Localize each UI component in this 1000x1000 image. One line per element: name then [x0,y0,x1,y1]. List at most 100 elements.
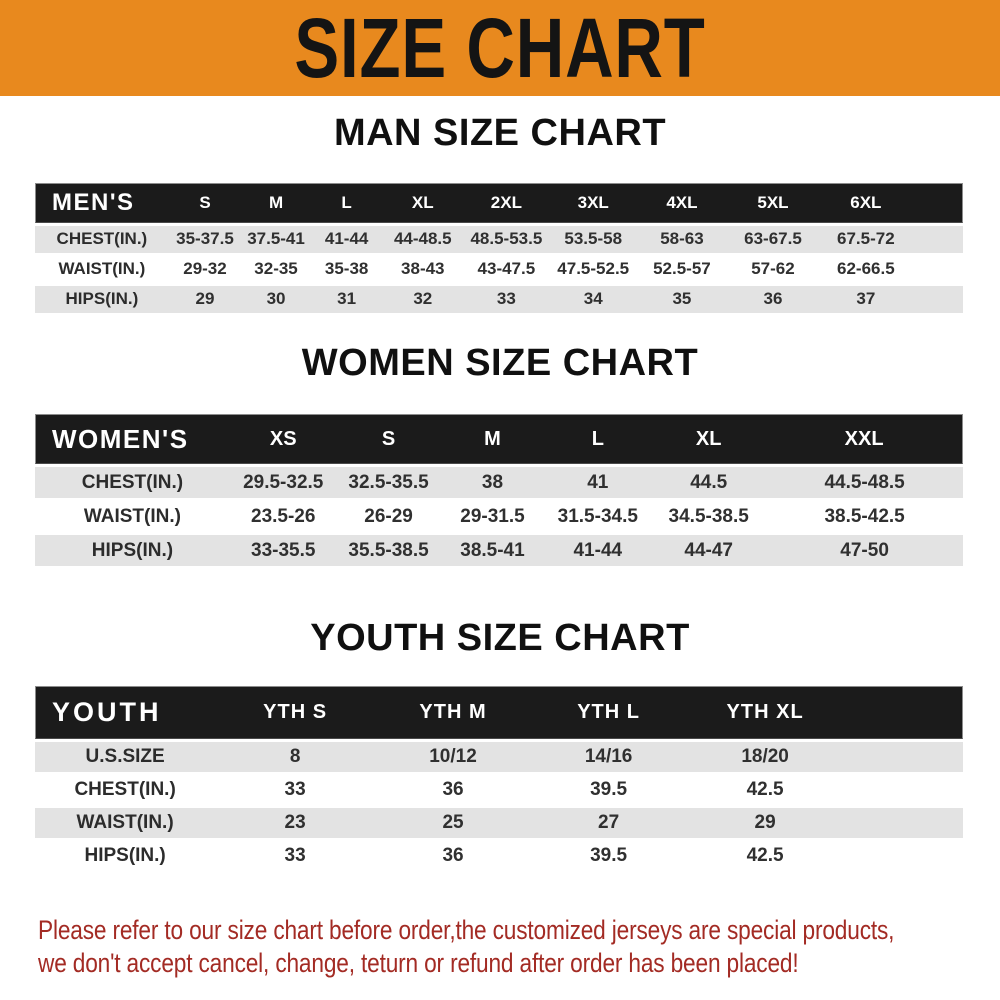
size-column-header: YTH XL [686,686,845,740]
row-spacer [844,742,963,773]
size-column-header: L [310,182,383,223]
table-row: HIPS(IN.) 33 36 39.5 42.5 [35,841,963,872]
size-value-cell: 47.5-52.5 [549,255,637,283]
table-row: CHEST(IN.) 33 36 39.5 42.5 [35,775,963,806]
size-value-cell: 35-38 [310,255,383,283]
size-column-header: YTH S [215,686,375,740]
size-column-header: YTH L [531,686,687,740]
size-value-cell: 29-32 [168,255,242,283]
size-value-cell: 41-44 [310,225,383,253]
size-column-header: 3XL [549,182,637,223]
size-value-cell: 33 [463,285,550,313]
size-value-cell: 63-67.5 [726,225,819,253]
size-value-cell: 42.5 [686,841,845,872]
row-label: HIPS(IN.) [35,535,230,567]
header-spacer [912,182,963,223]
table-row: WAIST(IN.) 23 25 27 29 [35,808,963,839]
size-value-cell: 41 [544,467,652,499]
table-row: U.S.SIZE 8 10/12 14/16 18/20 [35,742,963,773]
section-women: WOMEN SIZE CHART WOMEN'S XS S M L XL XXL CHEST(… [0,342,1000,570]
row-label: CHEST(IN.) [35,775,216,806]
order-notice: Please refer to our size chart before or… [38,914,1000,980]
table-header-row: MEN'S S M L XL 2XL 3XL 4XL 5XL 6XL [35,182,963,223]
size-column-header: XS [229,414,337,465]
size-value-cell: 27 [531,808,687,839]
section-men: MAN SIZE CHART MEN'S S M L XL 2XL 3XL 4XL 5XL 6XL… [0,112,1000,316]
size-column-header: M [241,182,311,223]
size-value-cell: 42.5 [686,775,845,806]
size-value-cell: 36 [374,775,532,806]
size-value-cell: 48.5-53.5 [463,225,550,253]
table-row: WAIST(IN.) 29-32 32-35 35-38 38-43 43-47.5 47.… [35,255,963,283]
row-label: WAIST(IN.) [35,255,169,283]
header-spacer [844,686,963,740]
size-column-header: 2XL [463,182,550,223]
table-group-label: WOMEN'S [35,414,230,465]
size-column-header: L [544,414,652,465]
size-value-cell: 26-29 [336,501,441,533]
row-spacer [912,255,963,283]
size-column-header: XL [382,182,464,223]
size-value-cell: 33 [215,841,375,872]
size-value-cell: 36 [374,841,532,872]
row-label: HIPS(IN.) [35,285,169,313]
table-group-label: YOUTH [35,686,216,740]
size-column-header: M [440,414,545,465]
size-chart-banner: SIZE CHART [0,0,1000,96]
table-row: CHEST(IN.) 29.5-32.5 32.5-35.5 38 41 44.5 44.5… [35,467,963,499]
size-value-cell: 14/16 [531,742,687,773]
size-value-cell: 29 [168,285,242,313]
size-value-cell: 34.5-38.5 [651,501,767,533]
size-value-cell: 31.5-34.5 [544,501,652,533]
size-value-cell: 53.5-58 [549,225,637,253]
size-value-cell: 44.5-48.5 [766,467,963,499]
size-value-cell: 10/12 [374,742,532,773]
row-label: CHEST(IN.) [35,467,230,499]
row-label: HIPS(IN.) [35,841,216,872]
size-column-header: YTH M [374,686,532,740]
size-value-cell: 35.5-38.5 [336,535,441,567]
size-column-header: XL [651,414,767,465]
row-spacer [844,808,963,839]
size-value-cell: 47-50 [766,535,963,567]
table-header-row: WOMEN'S XS S M L XL XXL [35,414,963,465]
size-value-cell: 38-43 [382,255,464,283]
size-column-header: 5XL [726,182,819,223]
size-value-cell: 23.5-26 [229,501,337,533]
youth-size-table: YOUTH YTH S YTH M YTH L YTH XL U.S.SIZE 8 10/12… [35,683,963,874]
size-value-cell: 32.5-35.5 [336,467,441,499]
size-value-cell: 35-37.5 [168,225,242,253]
section-youth: YOUTH SIZE CHART YOUTH YTH S YTH M YTH L YTH… [0,617,1000,874]
size-value-cell: 39.5 [531,841,687,872]
table-group-label: MEN'S [35,182,169,223]
row-label: WAIST(IN.) [35,808,216,839]
size-value-cell: 35 [636,285,727,313]
size-value-cell: 58-63 [636,225,727,253]
size-value-cell: 29 [686,808,845,839]
notice-line-2: we don't accept cancel, change, teturn o… [38,948,799,979]
size-value-cell: 25 [374,808,532,839]
row-label: WAIST(IN.) [35,501,230,533]
size-value-cell: 41-44 [544,535,652,567]
women-section-heading: WOMEN SIZE CHART [301,341,699,384]
banner-title: SIZE CHART [294,1,706,95]
size-value-cell: 44-47 [651,535,767,567]
size-value-cell: 32 [382,285,464,313]
size-value-cell: 8 [215,742,375,773]
size-value-cell: 62-66.5 [818,255,913,283]
size-column-header: 4XL [636,182,727,223]
size-value-cell: 33-35.5 [229,535,337,567]
row-label: CHEST(IN.) [35,225,169,253]
size-value-cell: 43-47.5 [463,255,550,283]
size-value-cell: 37.5-41 [241,225,311,253]
size-value-cell: 29.5-32.5 [229,467,337,499]
size-value-cell: 52.5-57 [636,255,727,283]
row-spacer [912,225,963,253]
size-value-cell: 38 [440,467,545,499]
size-value-cell: 38.5-41 [440,535,545,567]
size-value-cell: 36 [726,285,819,313]
size-column-header: 6XL [818,182,913,223]
size-value-cell: 32-35 [241,255,311,283]
size-value-cell: 33 [215,775,375,806]
